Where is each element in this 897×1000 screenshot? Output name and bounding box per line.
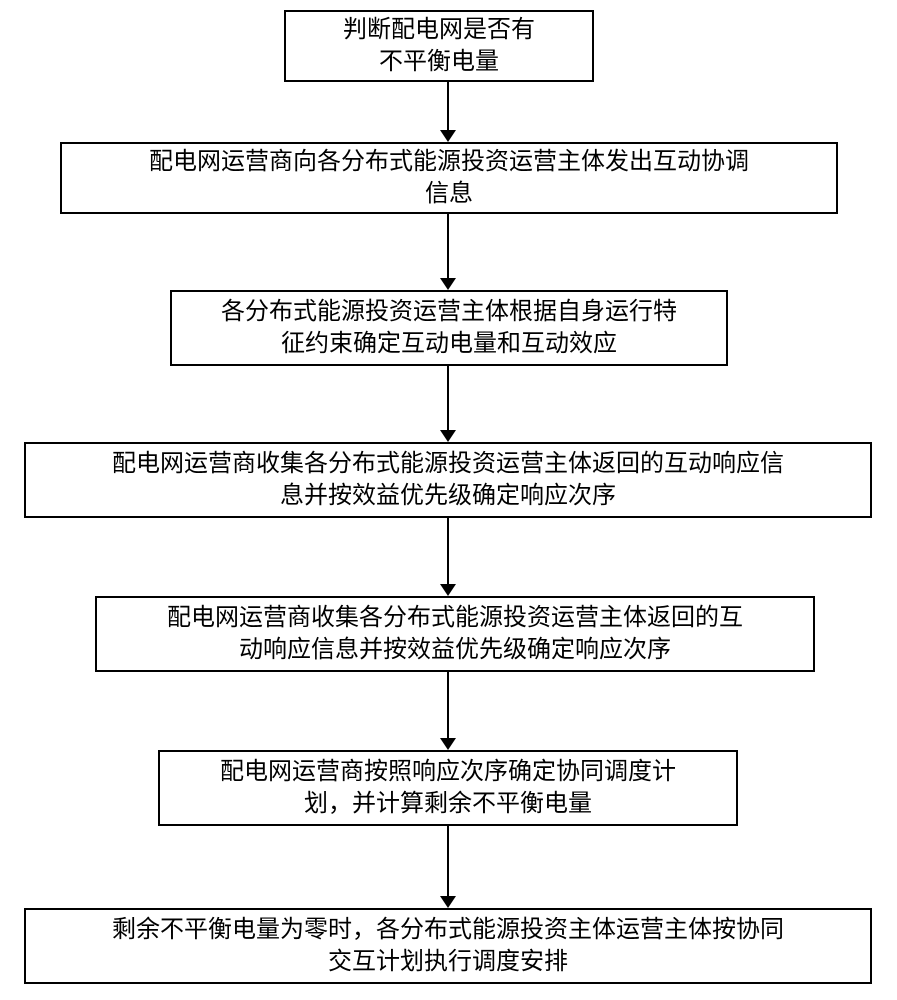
flowchart-edge-n5-n6 xyxy=(447,672,449,740)
flowchart-node-n3: 各分布式能源投资运营主体根据自身运行特征约束确定互动电量和互动效应 xyxy=(170,290,728,366)
flowchart-edge-n4-n5 xyxy=(447,518,449,586)
node-text: 配电网运营商向各分布式能源投资运营主体发出互动协调信息 xyxy=(149,146,749,211)
node-text: 各分布式能源投资运营主体根据自身运行特征约束确定互动电量和互动效应 xyxy=(221,296,677,361)
flowchart-node-n5: 配电网运营商收集各分布式能源投资运营主体返回的互动响应信息并按效益优先级确定响应… xyxy=(95,596,815,672)
flowchart-edge-n1-n2 xyxy=(447,82,449,132)
flowchart-edge-n6-n7 xyxy=(447,826,449,898)
flowchart-arrowhead-n5-n6 xyxy=(440,738,456,750)
flowchart-arrowhead-n4-n5 xyxy=(440,584,456,596)
node-text: 剩余不平衡电量为零时，各分布式能源投资主体运营主体按协同交互计划执行调度安排 xyxy=(112,914,784,979)
node-text: 配电网运营商收集各分布式能源投资运营主体返回的互动响应信息并按效益优先级确定响应… xyxy=(167,602,743,667)
flowchart-edge-n3-n4 xyxy=(447,366,449,432)
flowchart-edge-n2-n3 xyxy=(447,214,449,280)
flowchart-arrowhead-n1-n2 xyxy=(440,130,456,142)
flowchart-node-n7: 剩余不平衡电量为零时，各分布式能源投资主体运营主体按协同交互计划执行调度安排 xyxy=(24,908,872,984)
flowchart-arrowhead-n3-n4 xyxy=(440,430,456,442)
flowchart-node-n1: 判断配电网是否有不平衡电量 xyxy=(284,10,594,82)
node-text: 配电网运营商按照响应次序确定协同调度计划，并计算剩余不平衡电量 xyxy=(220,756,676,821)
flowchart-container: 判断配电网是否有不平衡电量配电网运营商向各分布式能源投资运营主体发出互动协调信息… xyxy=(0,0,897,1000)
node-text: 配电网运营商收集各分布式能源投资运营主体返回的互动响应信息并按效益优先级确定响应… xyxy=(112,448,784,513)
flowchart-node-n6: 配电网运营商按照响应次序确定协同调度计划，并计算剩余不平衡电量 xyxy=(158,750,738,826)
node-text: 判断配电网是否有不平衡电量 xyxy=(343,14,535,79)
flowchart-arrowhead-n6-n7 xyxy=(440,896,456,908)
flowchart-arrowhead-n2-n3 xyxy=(440,278,456,290)
flowchart-node-n4: 配电网运营商收集各分布式能源投资运营主体返回的互动响应信息并按效益优先级确定响应… xyxy=(24,442,872,518)
flowchart-node-n2: 配电网运营商向各分布式能源投资运营主体发出互动协调信息 xyxy=(60,142,838,214)
